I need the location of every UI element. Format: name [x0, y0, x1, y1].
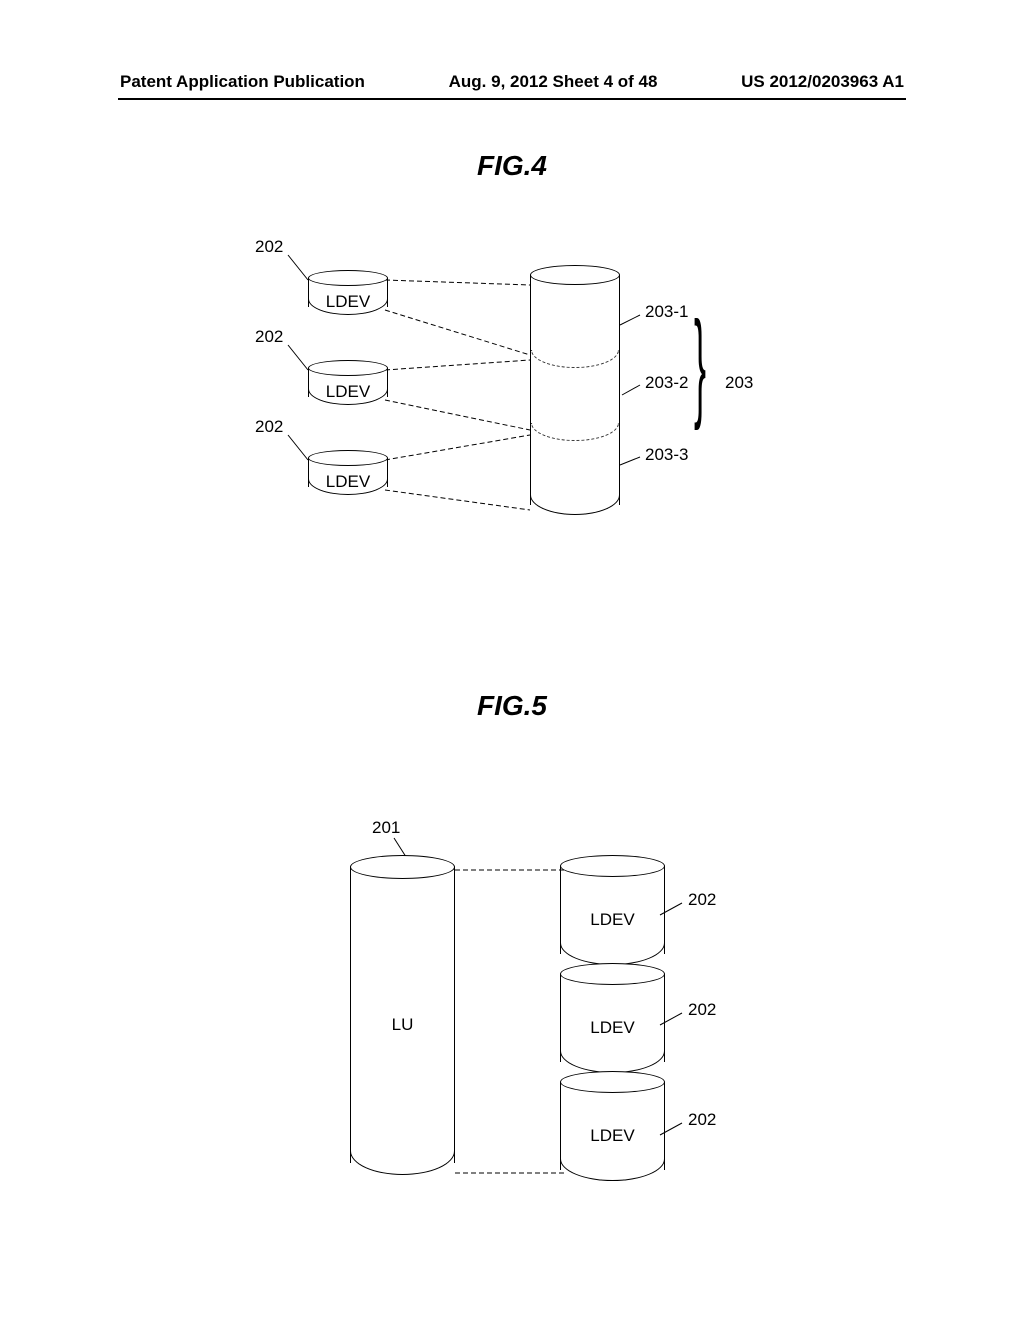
ref-201: 201 — [372, 818, 400, 838]
lu-cylinder: LU — [350, 855, 455, 1175]
stack-ldev-1: LDEV — [560, 855, 665, 965]
ref-202-b: 202 — [688, 1000, 716, 1020]
ldev-label-3: LDEV — [308, 472, 388, 492]
fig4-diagram: LDEV LDEV LDEV 202 202 202 203-1 203-2 2… — [270, 235, 770, 585]
fig4-title: FIG.4 — [0, 150, 1024, 182]
header-right: US 2012/0203963 A1 — [741, 72, 904, 92]
header-center: Aug. 9, 2012 Sheet 4 of 48 — [449, 72, 658, 92]
ref-203: 203 — [725, 373, 753, 393]
big-cylinder-203 — [530, 265, 620, 515]
ref-202-a: 202 — [688, 890, 716, 910]
fig5-diagram: LU LDEV LDEV LDEV 201 202 202 202 — [300, 800, 760, 1200]
ldev-label-1: LDEV — [308, 292, 388, 312]
stack-ldev-2: LDEV — [560, 963, 665, 1073]
ref-203-1: 203-1 — [645, 302, 688, 322]
ref-203-2: 203-2 — [645, 373, 688, 393]
ldev-cylinder-3: LDEV — [308, 450, 388, 495]
ldev-cylinder-2: LDEV — [308, 360, 388, 405]
fig5-title: FIG.5 — [0, 690, 1024, 722]
stack-ldev-label-1: LDEV — [560, 910, 665, 930]
ref-203-3: 203-3 — [645, 445, 688, 465]
stack-ldev-3: LDEV — [560, 1071, 665, 1181]
ldev-cylinder-1: LDEV — [308, 270, 388, 315]
stack-ldev-label-2: LDEV — [560, 1018, 665, 1038]
page-header: Patent Application Publication Aug. 9, 2… — [0, 72, 1024, 92]
ldev-label-2: LDEV — [308, 382, 388, 402]
header-left: Patent Application Publication — [120, 72, 365, 92]
ref-202-2: 202 — [255, 327, 283, 347]
ref-202-3: 202 — [255, 417, 283, 437]
header-divider — [118, 98, 906, 100]
stack-ldev-label-3: LDEV — [560, 1126, 665, 1146]
brace-203: } — [694, 295, 706, 433]
lu-label: LU — [350, 1015, 455, 1035]
ref-202-1: 202 — [255, 237, 283, 257]
ref-202-c: 202 — [688, 1110, 716, 1130]
